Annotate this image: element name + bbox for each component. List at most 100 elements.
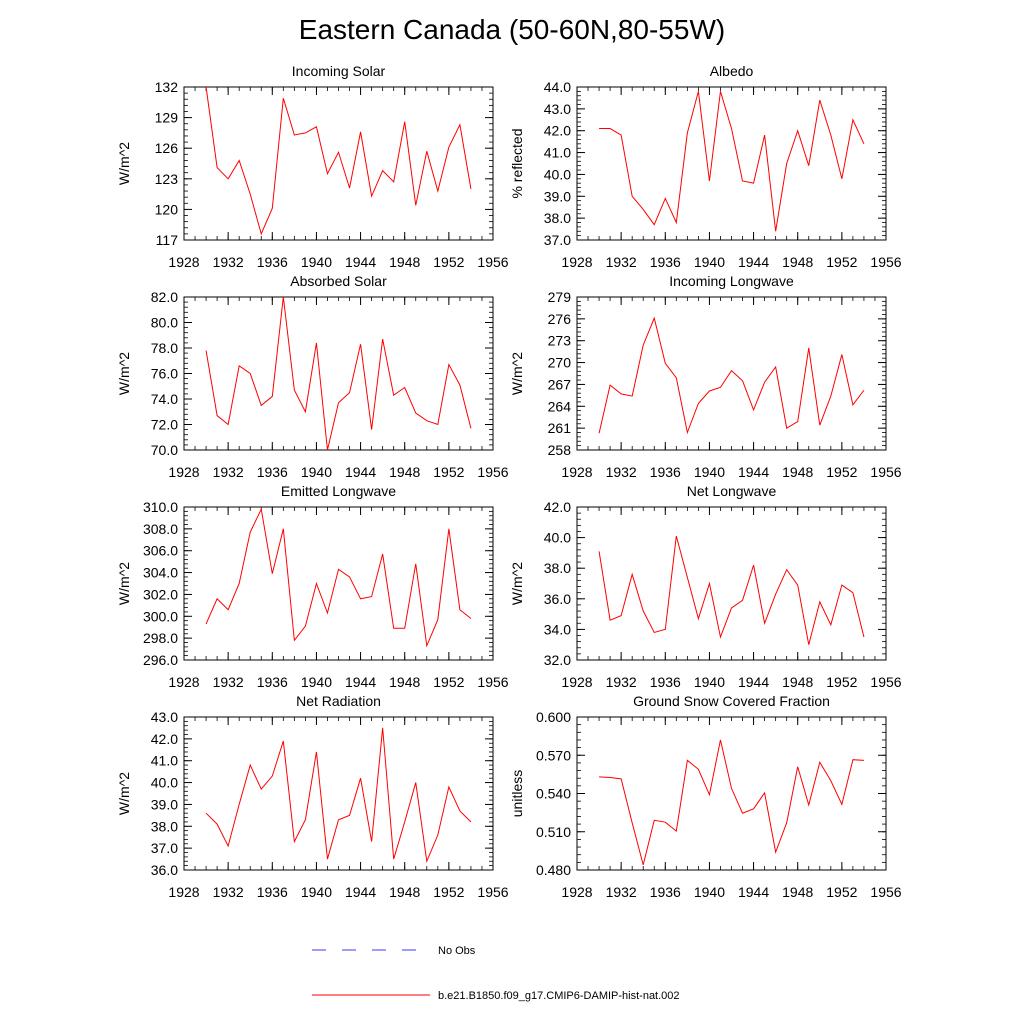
x-tick-label: 1956 [477,464,508,480]
x-tick-label: 1932 [606,674,637,690]
y-tick-label: 78.0 [151,340,178,356]
y-tick-label: 32.0 [544,652,571,668]
x-tick-label: 1940 [301,674,332,690]
y-tick-label: 82.0 [151,289,178,305]
x-tick-label: 1956 [870,674,901,690]
x-tick-label: 1944 [738,674,769,690]
x-tick-label: 1948 [782,674,813,690]
x-tick-label: 1936 [650,464,681,480]
panel-title: Incoming Solar [292,63,386,79]
x-tick-label: 1940 [694,674,725,690]
y-tick-label: 70.0 [151,442,178,458]
x-tick-label: 1936 [257,884,288,900]
y-tick-label: 132 [155,79,179,95]
series-line [205,727,472,864]
x-tick-label: 1936 [257,464,288,480]
legend-model-label: b.e21.B1850.f09_g17.CMIP6-DAMIP-hist-nat… [438,990,680,1002]
y-tick-label: 40.0 [544,530,571,546]
plot-frame [183,506,494,661]
x-tick-label: 1956 [870,884,901,900]
y-tick-label: 0.570 [536,747,571,763]
legend-no-obs-label: No Obs [438,945,476,957]
y-tick-label: 42.0 [544,499,571,515]
plot-frame [183,86,494,241]
y-tick-label: 308.0 [143,521,178,537]
y-tick-label: 43.0 [151,709,178,725]
y-tick-label: 117 [156,232,179,248]
y-tick-label: 264 [548,398,572,414]
x-tick-label: 1932 [213,464,244,480]
y-tick-label: 258 [548,442,572,458]
y-tick-label: 279 [548,289,572,305]
y-tick-label: 72.0 [151,417,178,433]
x-tick-label: 1952 [433,674,464,690]
x-tick-label: 1932 [213,674,244,690]
x-tick-label: 1940 [694,464,725,480]
x-tick-label: 1948 [782,254,813,270]
y-tick-label: 74.0 [151,391,178,407]
series-line [598,535,865,645]
y-tick-label: 36.0 [151,862,178,878]
y-tick-label: 129 [155,110,179,126]
x-tick-label: 1952 [826,674,857,690]
y-tick-label: 37.0 [544,232,571,248]
plot-frame [576,296,887,451]
plot-frame [576,86,887,241]
x-tick-label: 1948 [389,884,420,900]
series-line [599,739,864,866]
y-axis-label: unitless [509,770,525,817]
x-tick-label: 1944 [345,464,376,480]
y-axis-label: W/m^2 [116,772,132,815]
y-tick-label: 0.600 [536,709,571,725]
y-tick-label: 302.0 [143,586,178,602]
x-tick-label: 1956 [477,674,508,690]
y-tick-label: 42.0 [544,123,571,139]
y-tick-label: 267 [548,376,572,392]
x-tick-label: 1952 [826,884,857,900]
y-tick-label: 44.0 [544,79,571,95]
series-line [599,91,865,232]
y-tick-label: 0.540 [536,786,571,802]
y-tick-label: 41.0 [151,753,178,769]
x-tick-label: 1940 [301,254,332,270]
y-tick-label: 40.0 [544,166,571,182]
x-tick-label: 1932 [606,884,637,900]
y-tick-label: 80.0 [151,315,178,331]
y-axis-label: W/m^2 [116,562,132,605]
x-tick-label: 1936 [257,254,288,270]
y-tick-label: 39.0 [544,188,571,204]
plot-frame [576,716,887,871]
chart-panel-7: Net Radiation W/m^2 36.0 37.0 38.0 39.0 40.0 41… [116,693,509,900]
x-tick-label: 1948 [782,884,813,900]
x-tick-label: 1932 [213,884,244,900]
x-tick-label: 1928 [168,254,199,270]
y-tick-label: 298.0 [143,630,178,646]
x-tick-label: 1928 [561,674,592,690]
x-tick-label: 1948 [389,674,420,690]
x-tick-label: 1928 [168,674,199,690]
x-tick-label: 1928 [561,464,592,480]
y-tick-label: 37.0 [151,840,178,856]
x-tick-label: 1956 [870,464,901,480]
x-tick-label: 1956 [477,884,508,900]
y-tick-label: 126 [155,140,179,156]
y-tick-label: 36.0 [544,591,571,607]
x-tick-label: 1936 [257,674,288,690]
x-tick-label: 1956 [477,254,508,270]
y-tick-label: 38.0 [544,210,571,226]
x-tick-label: 1956 [870,254,901,270]
y-tick-label: 273 [548,333,572,349]
panel-title: Incoming Longwave [669,273,794,289]
x-tick-label: 1928 [561,884,592,900]
page-title: Eastern Canada (50-60N,80-55W) [298,14,726,45]
x-tick-label: 1940 [301,884,332,900]
x-tick-label: 1936 [650,674,681,690]
series-line [598,316,865,435]
chart-panel-4: Incoming Longwave W/m^2 258 261 264 267 270 273… [509,273,902,480]
chart-panel-5: Emitted Longwave W/m^2 296.0 298.0 300.0 302.… [116,483,509,690]
y-tick-label: 120 [155,201,179,217]
y-tick-label: 40.0 [151,775,178,791]
series-line [205,507,472,648]
y-tick-label: 39.0 [151,796,178,812]
